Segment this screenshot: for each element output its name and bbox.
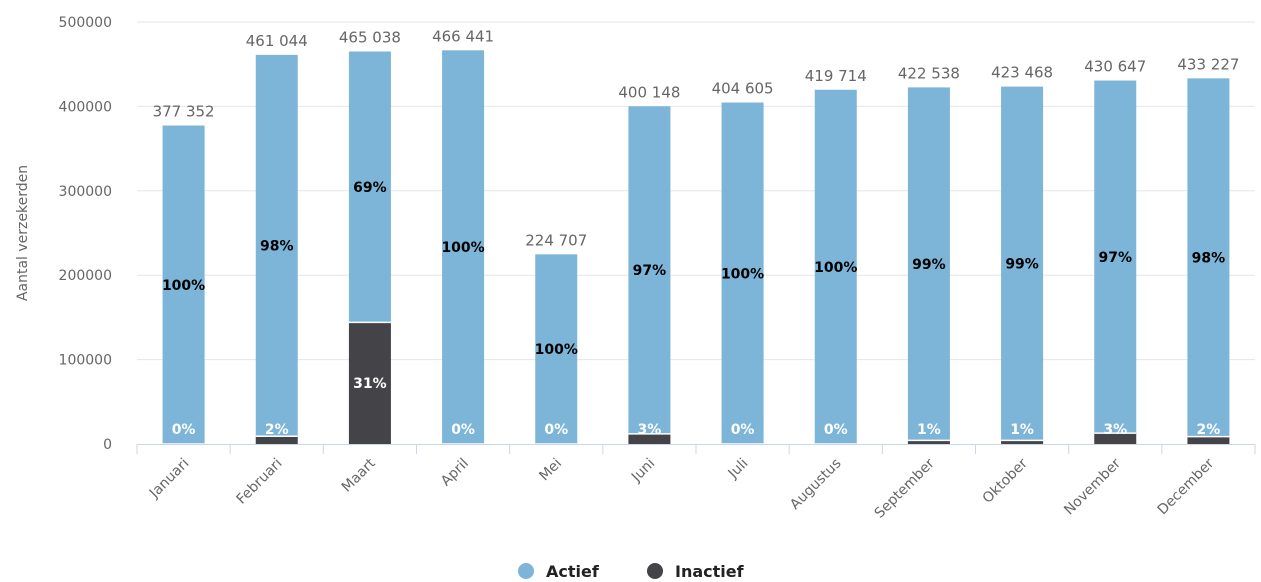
inactief-percent-label: 0%: [544, 422, 568, 438]
legend-item-actief[interactable]: Actief: [518, 562, 600, 581]
inactief-percent-label: 2%: [265, 422, 289, 438]
inactief-percent-label: 0%: [451, 422, 475, 438]
x-tick-label: Maart: [339, 455, 379, 495]
y-tick-label: 400000: [59, 99, 112, 115]
actief-percent-label: 98%: [1192, 251, 1226, 267]
bar-actief: [1187, 78, 1230, 437]
x-tick-label: November: [1061, 455, 1124, 518]
x-tick-label: Juli: [725, 456, 752, 483]
actief-percent-label: 99%: [1005, 257, 1039, 273]
x-tick-label: Januari: [146, 456, 192, 502]
x-tick-label: Augustus: [787, 456, 844, 513]
actief-percent-label: 100%: [535, 342, 578, 358]
bar-actief: [907, 87, 950, 441]
grid-lines: [137, 21, 1255, 361]
inactief-percent-label: 0%: [731, 422, 755, 438]
bar-total-label: 377 352: [153, 103, 215, 121]
x-tick-label: Mei: [536, 456, 565, 485]
bars: 100% 0% 377 352 98% 2% 461 044 69% 31% 465 038 10…: [153, 27, 1239, 445]
inactief-percent-label: 0%: [172, 422, 196, 438]
bar-inactief: [628, 433, 671, 444]
bar-total-label: 400 148: [618, 83, 680, 101]
bar-inactief: [1187, 436, 1230, 444]
bar-actief: [1001, 86, 1044, 441]
inactief-percent-label: 1%: [1010, 422, 1034, 438]
legend-item-inactief[interactable]: Inactief: [647, 562, 745, 581]
y-axis: 0 100000 200000 300000 400000 500000: [59, 15, 112, 453]
bar-total-label: 465 038: [339, 29, 401, 47]
x-tick-label: Februari: [234, 456, 286, 508]
inactief-percent-label: 31%: [353, 376, 387, 392]
x-tick-label: December: [1155, 455, 1218, 518]
bar-inactief: [1001, 440, 1044, 444]
actief-percent-label: 99%: [912, 257, 946, 273]
y-tick-label: 500000: [59, 15, 112, 31]
actief-percent-label: 97%: [1098, 250, 1132, 266]
bar-actief: [721, 102, 764, 445]
actief-percent-label: 97%: [633, 263, 667, 279]
inactief-percent-label: 3%: [1103, 422, 1127, 438]
actief-percent-label: 100%: [441, 240, 484, 256]
bar-actief: [162, 125, 205, 444]
x-tick-label: Juni: [628, 456, 658, 486]
inactief-percent-label: 2%: [1197, 422, 1221, 438]
bar-actief: [1094, 80, 1137, 434]
y-tick-label: 100000: [59, 353, 112, 369]
bar-inactief: [255, 436, 298, 444]
y-axis-title: Aantal verzekerden: [15, 165, 31, 301]
actief-percent-label: 69%: [353, 180, 387, 196]
bar-actief: [348, 51, 391, 323]
bar-total-label: 433 227: [1177, 55, 1239, 73]
bar-total-label: 423 468: [991, 64, 1053, 82]
legend-marker: [518, 563, 534, 579]
legend[interactable]: Actief Inactief: [518, 562, 745, 581]
actief-percent-label: 100%: [814, 260, 857, 276]
y-tick-label: 0: [103, 437, 112, 453]
bar-actief: [535, 254, 578, 444]
actief-percent-label: 100%: [162, 278, 205, 294]
x-tick-label: April: [438, 456, 472, 490]
bar-total-label: 224 707: [525, 231, 587, 249]
bar-actief: [442, 50, 485, 445]
bar-total-label: 461 044: [246, 32, 308, 50]
legend-label: Inactief: [675, 562, 745, 581]
actief-percent-label: 100%: [721, 266, 764, 282]
inactief-percent-label: 3%: [638, 422, 662, 438]
inactief-percent-label: 1%: [917, 422, 941, 438]
actief-percent-label: 98%: [260, 239, 294, 255]
inactief-percent-label: 0%: [824, 422, 848, 438]
bar-total-label: 419 714: [805, 67, 867, 85]
bar-total-label: 466 441: [432, 27, 494, 45]
y-tick-label: 200000: [59, 268, 112, 284]
bar-total-label: 404 605: [712, 80, 774, 98]
bar-actief: [628, 106, 671, 434]
y-tick-label: 300000: [59, 184, 112, 200]
bar-inactief: [348, 322, 391, 444]
bar-inactief: [907, 440, 950, 444]
x-axis: Januari Februari Maart April Mei Juni Juli Augu…: [136, 444, 1256, 522]
bar-actief: [814, 89, 857, 444]
bar-total-label: 430 647: [1084, 58, 1146, 76]
bar-actief: [255, 54, 298, 437]
legend-label: Actief: [546, 562, 600, 581]
x-tick-label: Oktober: [980, 455, 1031, 506]
x-tick-label: September: [872, 455, 938, 521]
legend-marker: [647, 563, 663, 579]
bar-inactief: [1094, 433, 1137, 444]
bar-total-label: 422 538: [898, 64, 960, 82]
